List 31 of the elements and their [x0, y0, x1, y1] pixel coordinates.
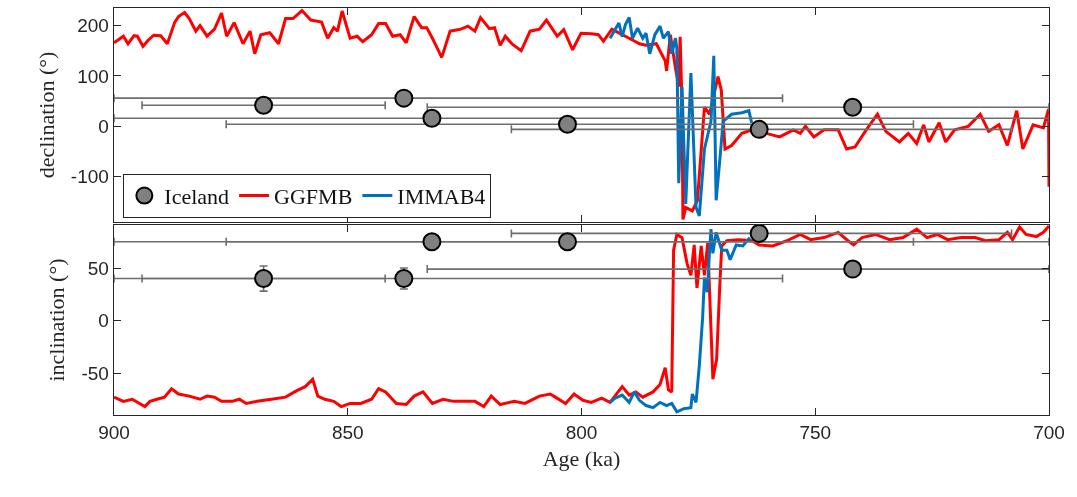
- x-tick-label: 900: [98, 422, 130, 444]
- point: [422, 108, 442, 128]
- point: [254, 269, 274, 289]
- point: [254, 95, 274, 115]
- point: [394, 269, 414, 289]
- y-axis-title: declination (°): [33, 51, 59, 179]
- x-tick-label: 850: [331, 422, 364, 444]
- legend-label: Iceland: [164, 184, 230, 210]
- x-axis-title: Age (ka): [542, 445, 621, 471]
- x-tick-label: 700: [1033, 422, 1065, 444]
- y-tick-label: 50: [87, 257, 109, 279]
- y-tick-label: -100: [70, 166, 109, 188]
- legend-label: IMMAB4: [397, 184, 486, 210]
- x-tick-label: 750: [799, 422, 832, 444]
- line-series: [114, 225, 1049, 409]
- point: [843, 97, 863, 117]
- point: [557, 232, 577, 252]
- y-tick-label: 200: [77, 15, 109, 37]
- y-tick-label: 0: [98, 310, 109, 332]
- y-tick-label: 0: [98, 115, 109, 137]
- y-axis-title: inclination (°): [44, 258, 70, 382]
- y-tick-label: -50: [81, 362, 109, 384]
- y-tick-label: 100: [77, 65, 109, 87]
- x-tick-label: 800: [565, 422, 598, 444]
- point: [843, 259, 863, 279]
- point: [422, 232, 442, 252]
- legend-label: GGFMB: [274, 184, 353, 210]
- point: [749, 225, 769, 243]
- point: [394, 88, 414, 108]
- point: [749, 119, 769, 139]
- point: [557, 114, 577, 134]
